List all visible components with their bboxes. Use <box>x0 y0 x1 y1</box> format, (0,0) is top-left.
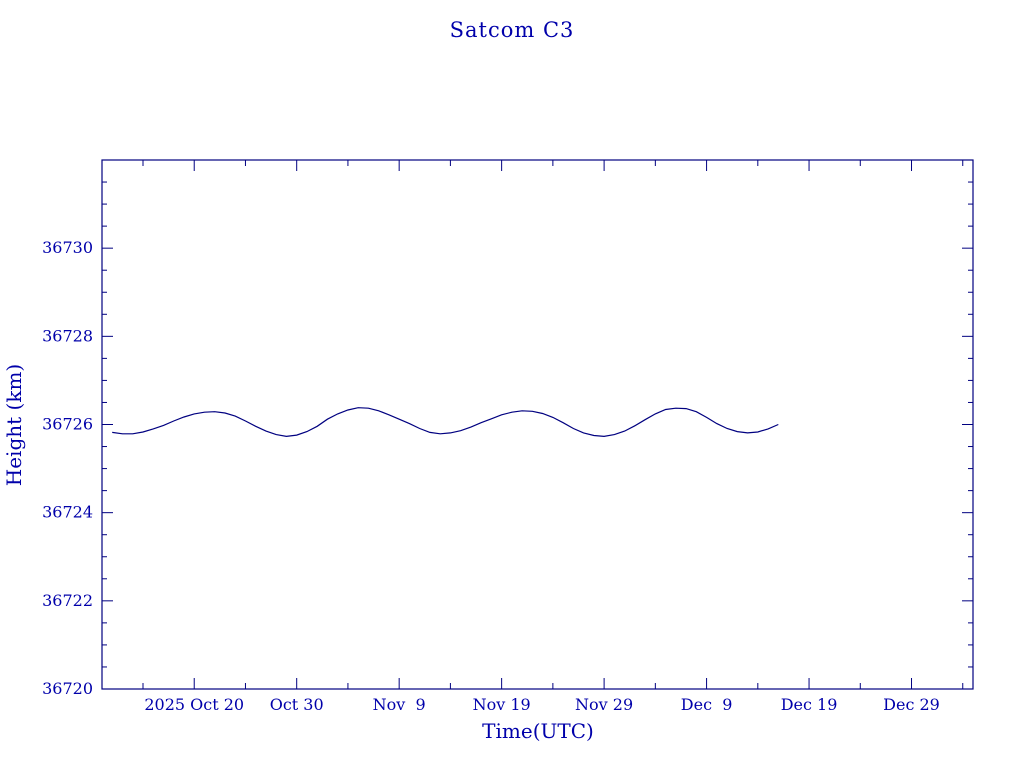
y-tick-label: 36726 <box>42 415 93 434</box>
x-tick-label: Dec 29 <box>883 695 940 714</box>
y-tick-label: 36730 <box>42 238 93 257</box>
x-axis-label: Time(UTC) <box>482 719 594 743</box>
y-tick-labels: 36720 36722 36724 36726 36728 36730 <box>42 238 93 698</box>
x-tick-label: Nov 19 <box>473 695 531 714</box>
y-tick-label: 36722 <box>42 591 93 610</box>
x-tick-label: Dec 19 <box>781 695 838 714</box>
x-tick-label: 2025 Oct 20 <box>144 695 244 714</box>
plot-frame <box>101 159 974 690</box>
axis-ticks <box>102 159 973 690</box>
x-tick-labels: 2025 Oct 20 Oct 30 Nov 9 Nov 19 Nov 29 Dec 9 D… <box>144 695 940 714</box>
y-tick-label: 36720 <box>42 679 93 698</box>
chart-title: Satcom C3 <box>450 18 575 42</box>
x-tick-label: Dec 9 <box>681 695 733 714</box>
y-axis-label: Height (km) <box>2 364 26 486</box>
x-tick-label: Oct 30 <box>270 695 324 714</box>
x-tick-label: Nov 29 <box>575 695 633 714</box>
height-series-line <box>112 407 779 438</box>
y-tick-label: 36728 <box>42 326 93 345</box>
x-tick-label: Nov 9 <box>373 695 426 714</box>
y-tick-label: 36724 <box>42 503 93 522</box>
